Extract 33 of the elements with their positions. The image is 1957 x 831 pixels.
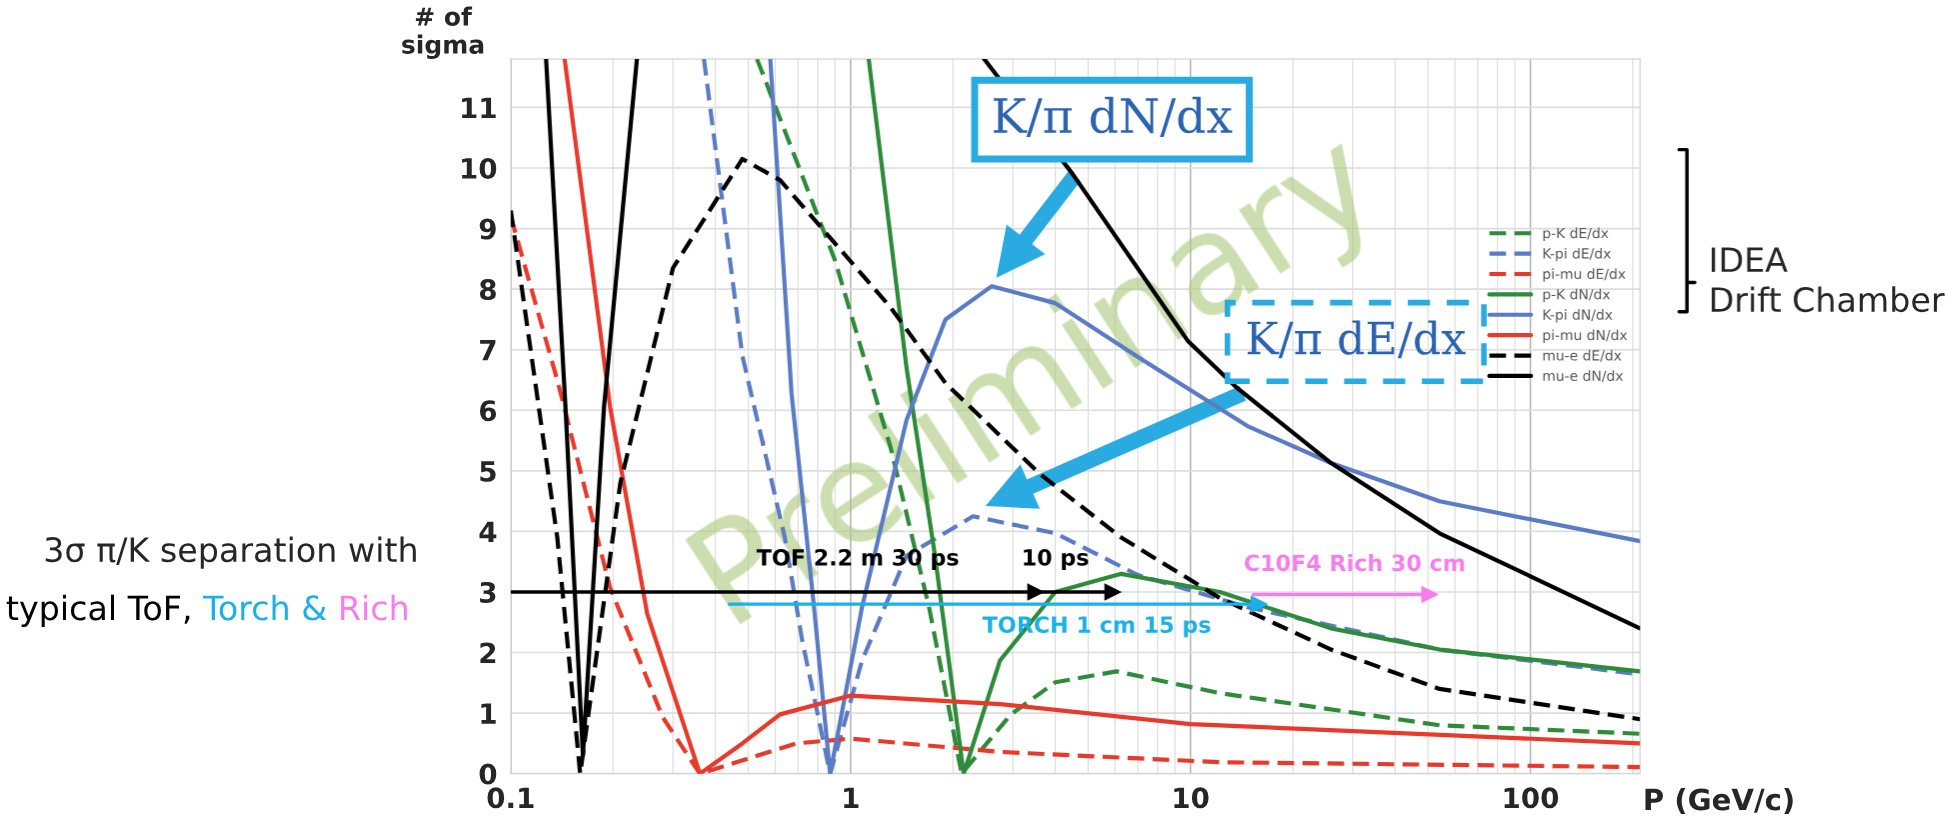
text: 3σ π/K separation with	[45, 536, 416, 569]
legend-label: pi-mu dE/dx	[1543, 268, 1626, 282]
annotation: K/π dN/dx	[993, 96, 1233, 137]
y-tick-label: 4	[479, 521, 497, 542]
y-tick-label: 0	[479, 763, 497, 785]
y-tick-label: 2	[480, 642, 496, 664]
x-tick-label: 1	[844, 787, 859, 808]
y-tick-label: 10	[462, 157, 497, 179]
y-tick-label: 7	[480, 340, 496, 361]
y-tick-label: 1	[481, 703, 496, 724]
y-tick-label: 9	[479, 218, 496, 240]
text: typical ToF,	[6, 594, 190, 627]
y-tick-label: 5	[480, 461, 496, 482]
x-tick-label: 10	[1174, 787, 1209, 809]
legend-label: p-K dE/dx	[1543, 227, 1609, 241]
y-axis-title: # of sigma	[402, 6, 484, 59]
y-tick-label: 11	[462, 97, 496, 119]
x-axis-title: P (GeV/c)	[1645, 787, 1793, 814]
text: Torch	[203, 594, 288, 621]
legend-label: K-pi dN/dx	[1543, 309, 1613, 323]
x-tick-label: 100	[1504, 787, 1559, 809]
legend-label: mu-e dE/dx	[1543, 349, 1622, 362]
text: IDEA Drift Chamber	[1711, 247, 1945, 313]
legend-label: pi-mu dN/dx	[1543, 329, 1628, 343]
legend-label: p-K dN/dx	[1543, 288, 1610, 303]
y-tick-label: 6	[479, 400, 497, 422]
y-tick-label: 8	[479, 279, 496, 301]
y-tick-label: 3	[480, 581, 496, 603]
legend-label: mu-e dN/dx	[1543, 370, 1623, 383]
legend-label: K-pi dE/dx	[1543, 247, 1611, 262]
text: Rich	[341, 594, 407, 621]
x-tick-label: 0.1	[487, 787, 534, 809]
text: &	[303, 595, 327, 621]
